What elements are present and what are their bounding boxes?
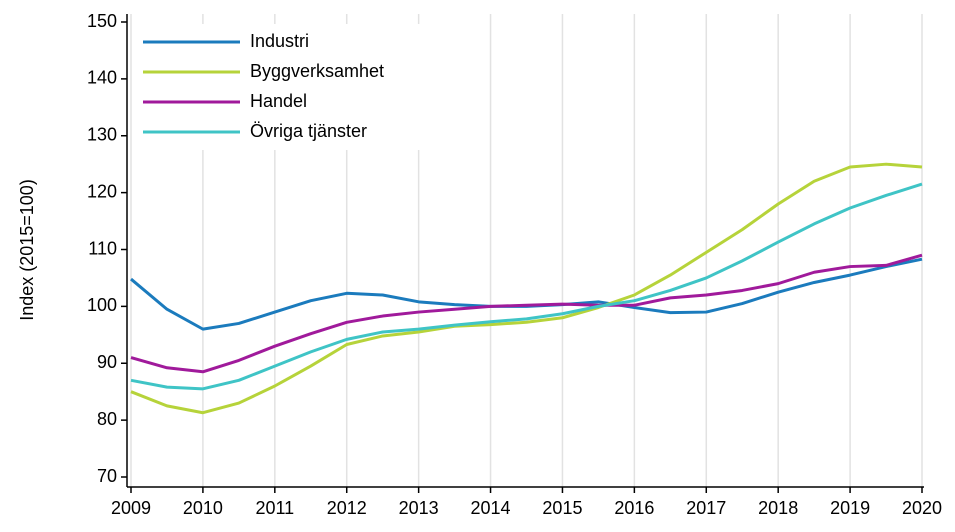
x-tick-label: 2018: [758, 498, 798, 518]
y-axis-label: Index (2015=100): [17, 179, 37, 321]
x-tick-label: 2017: [686, 498, 726, 518]
series-line: [130, 253, 923, 374]
legend-label: Industri: [250, 31, 309, 51]
y-tick-label: 80: [97, 409, 117, 429]
series-line: [130, 182, 923, 391]
x-tick-label: 2019: [830, 498, 870, 518]
x-tick-label: 2012: [327, 498, 367, 518]
y-tick-label: 150: [87, 11, 117, 31]
legend: Industri Byggverksamhet Handel Övriga tjäns…: [135, 24, 440, 150]
x-tick-label: 2010: [183, 498, 223, 518]
x-tick-label: 2011: [255, 498, 294, 518]
legend-label: Övriga tjänster: [250, 121, 367, 141]
x-tick-label: 2015: [542, 498, 582, 518]
y-tick-label: 90: [97, 352, 117, 372]
y-tick-label: 100: [87, 295, 117, 315]
y-tick-label: 110: [88, 238, 117, 258]
x-tick-label: 2013: [399, 498, 439, 518]
legend-label: Handel: [250, 91, 307, 111]
lines: [130, 162, 923, 415]
legend-label: Byggverksamhet: [250, 61, 384, 81]
x-tick-label: 2014: [471, 498, 511, 518]
legend-box: [135, 24, 440, 150]
y-tick-label: 140: [87, 68, 117, 88]
y-tick-label: 70: [97, 466, 117, 486]
series-line: [130, 162, 923, 415]
y-tick-label: 130: [87, 125, 117, 145]
x-tick-label: 2020: [902, 498, 942, 518]
axes: 2009 2010 2011 2012 2013 2014 2015 2016 2017 2018…: [87, 11, 942, 518]
x-tick-label: 2016: [614, 498, 654, 518]
x-tick-label: 2009: [111, 498, 151, 518]
y-tick-label: 120: [87, 181, 117, 201]
